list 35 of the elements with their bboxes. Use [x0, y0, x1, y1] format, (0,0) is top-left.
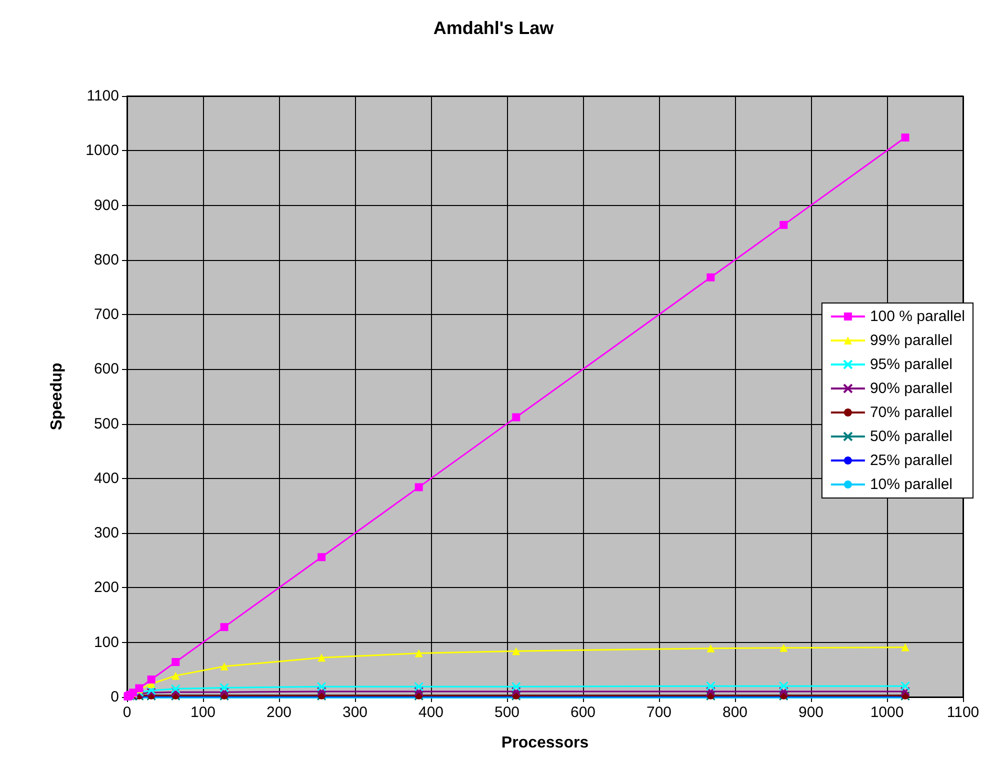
legend-label: 100 % parallel	[870, 308, 965, 325]
x-tick-label: 200	[266, 704, 292, 721]
y-tick-label: 300	[94, 524, 119, 542]
y-tick-label: 900	[94, 196, 119, 214]
legend-label: 25% parallel	[870, 452, 952, 469]
y-axis-title: Speedup	[48, 362, 66, 430]
legend-label: 99% parallel	[870, 332, 952, 349]
y-tick-label: 1100	[86, 88, 119, 104]
x-tick-label: 900	[798, 704, 824, 721]
legend-label: 70% parallel	[870, 404, 952, 421]
legend-label: 90% parallel	[870, 380, 952, 397]
y-tick-label: 800	[94, 251, 119, 268]
y-tick-label: 700	[94, 306, 119, 324]
legend-label: 10% parallel	[870, 476, 952, 493]
y-tick-label: 400	[94, 470, 119, 487]
x-tick-label: 400	[418, 704, 444, 721]
x-tick-label: 800	[722, 704, 748, 721]
x-tick-label: 100	[190, 704, 216, 721]
y-tick-label: 1000	[86, 142, 119, 160]
y-tick-label: 500	[94, 415, 119, 432]
x-tick-label: 500	[494, 704, 520, 721]
chart-title: Amdahl's Law	[433, 18, 555, 38]
y-tick-label: 100	[94, 634, 119, 651]
x-tick-label: 0	[122, 704, 132, 721]
x-axis-title: Processors	[501, 734, 589, 752]
x-tick-label: 1100	[946, 704, 980, 721]
x-tick-label: 700	[646, 704, 672, 721]
legend-label: 95% parallel	[870, 356, 952, 373]
legend-label: 50% parallel	[870, 428, 952, 445]
x-tick-label: 300	[342, 704, 368, 721]
y-tick-label: 0	[110, 688, 119, 706]
y-tick-label: 600	[94, 360, 119, 378]
y-tick-label: 200	[94, 579, 119, 596]
x-tick-label: 600	[570, 704, 596, 721]
x-tick-label: 1000	[870, 704, 904, 721]
